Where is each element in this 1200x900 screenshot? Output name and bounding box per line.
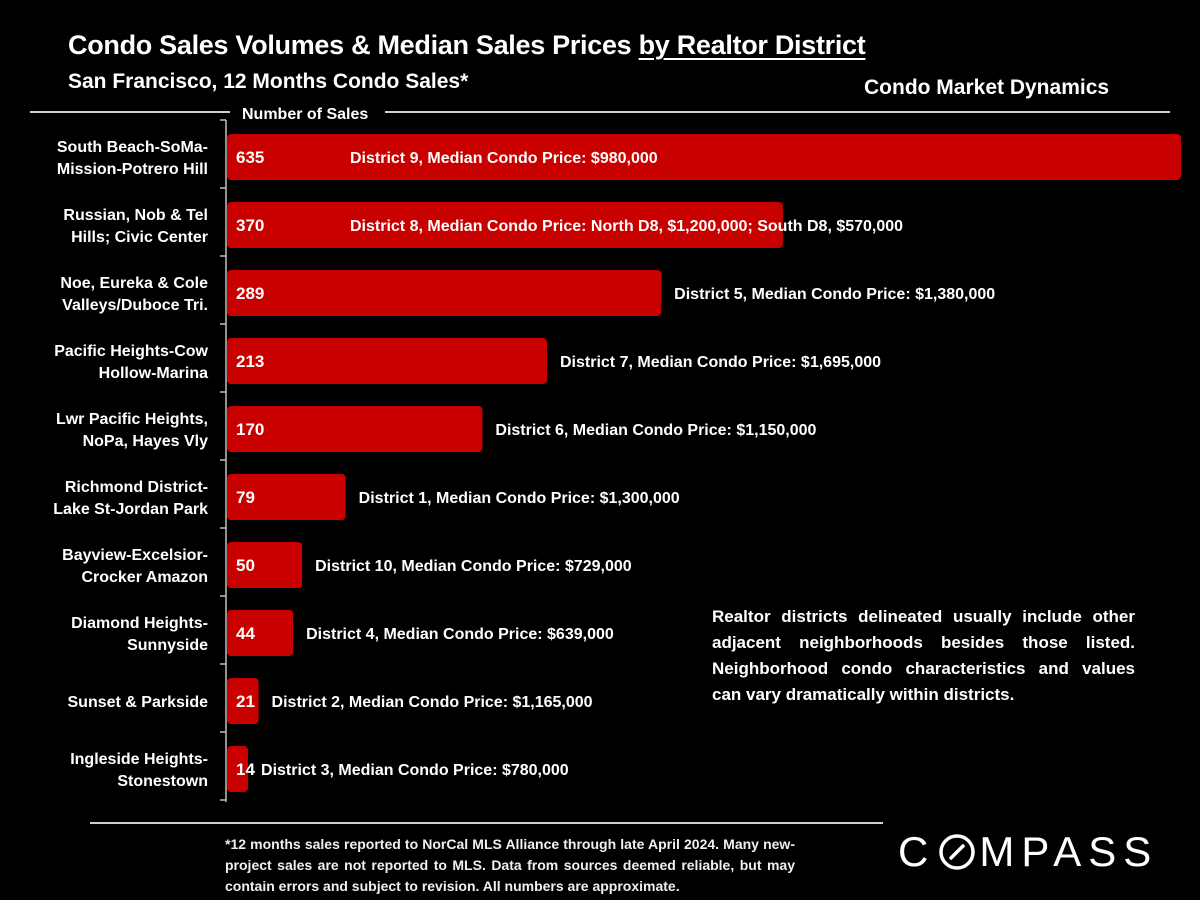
bar-annotation: District 7, Median Condo Price: $1,695,0… bbox=[560, 354, 881, 371]
category-label: Pacific Heights-Cow Hollow-Marina bbox=[54, 343, 208, 382]
bar bbox=[227, 338, 548, 384]
bar-annotation: District 5, Median Condo Price: $1,380,0… bbox=[674, 286, 995, 303]
bar-group: 79 District 1, Median Condo Price: $1,300… bbox=[53, 474, 680, 520]
category-label: Lwr Pacific Heights, NoPa, Hayes Vly bbox=[56, 411, 208, 450]
category-label-line: Crocker Amazon bbox=[81, 569, 208, 586]
bar bbox=[227, 746, 249, 792]
bar-value-label: 370 bbox=[236, 216, 264, 235]
category-label-line: Mission-Potrero Hill bbox=[57, 161, 208, 178]
category-label-line: Stonestown bbox=[117, 773, 208, 790]
bar-annotation: District 8, Median Condo Price: North D8… bbox=[350, 218, 903, 235]
bar bbox=[227, 202, 783, 248]
category-label-line: South Beach-SoMa- bbox=[57, 139, 208, 156]
footnote: *12 months sales reported to NorCal MLS … bbox=[225, 836, 795, 894]
category-label: Sunset & Parkside bbox=[68, 694, 209, 711]
category-label: Diamond Heights- Sunnyside bbox=[71, 615, 208, 654]
category-label: Bayview-Excelsior- Crocker Amazon bbox=[62, 547, 208, 586]
category-label-line: Valleys/Duboce Tri. bbox=[62, 297, 208, 314]
logo-text-right: MPASS bbox=[979, 828, 1159, 875]
bar bbox=[227, 542, 303, 588]
bar bbox=[227, 474, 346, 520]
category-label-line: Hollow-Marina bbox=[99, 365, 208, 382]
bar-annotation: District 1, Median Condo Price: $1,300,0… bbox=[359, 490, 680, 507]
category-label-line: Noe, Eureka & Cole bbox=[60, 275, 208, 292]
category-label-line: Lake St-Jordan Park bbox=[53, 501, 208, 518]
bar-value-label: 50 bbox=[236, 556, 255, 575]
bar-annotation: District 10, Median Condo Price: $729,00… bbox=[315, 558, 632, 575]
bar bbox=[227, 406, 483, 452]
bar-value-label: 14 bbox=[236, 760, 255, 779]
header-rule-right bbox=[385, 111, 1170, 113]
bar-group: 635 District 9, Median Condo Price: $980,… bbox=[57, 134, 1181, 180]
bar-value-label: 44 bbox=[236, 624, 255, 643]
header-rule-left bbox=[30, 111, 230, 113]
bar-annotation: District 4, Median Condo Price: $639,000 bbox=[306, 626, 614, 643]
bar-value-label: 289 bbox=[236, 284, 264, 303]
category-label-line: Diamond Heights- bbox=[71, 615, 208, 632]
category-label-line: NoPa, Hayes Vly bbox=[83, 433, 209, 450]
district-note: Realtor districts delineated usually inc… bbox=[712, 607, 1135, 704]
bar-group: 21 District 2, Median Condo Price: $1,165… bbox=[68, 678, 593, 724]
chart-title: Condo Sales Volumes & Median Sales Price… bbox=[68, 30, 866, 61]
bar-group: 50 District 10, Median Condo Price: $729,… bbox=[62, 542, 632, 588]
category-label: Russian, Nob & Tel Hills; Civic Center bbox=[63, 207, 208, 246]
category-label-line: Sunset & Parkside bbox=[68, 694, 209, 711]
bar-group: 370 District 8, Median Condo Price: North… bbox=[63, 202, 903, 248]
bar-group: 170 District 6, Median Condo Price: $1,15… bbox=[56, 406, 817, 452]
category-label-line: Bayview-Excelsior- bbox=[62, 547, 208, 564]
category-label-line: Ingleside Heights- bbox=[70, 751, 208, 768]
bar-value-label: 79 bbox=[236, 488, 255, 507]
bar-value-label: 635 bbox=[236, 148, 264, 167]
bar-value-label: 21 bbox=[236, 692, 255, 711]
section-label: Condo Market Dynamics bbox=[864, 76, 1110, 99]
bar-group: 289 District 5, Median Condo Price: $1,38… bbox=[60, 270, 995, 316]
bar bbox=[227, 610, 294, 656]
title-underlined: by Realtor District bbox=[638, 30, 866, 60]
bar bbox=[227, 678, 259, 724]
category-label-line: Richmond District- bbox=[65, 479, 208, 496]
category-label-line: Lwr Pacific Heights, bbox=[56, 411, 208, 428]
category-label: Noe, Eureka & Cole Valleys/Duboce Tri. bbox=[60, 275, 208, 314]
category-label-line: Hills; Civic Center bbox=[71, 229, 208, 246]
bar-group: 213 District 7, Median Condo Price: $1,69… bbox=[54, 338, 881, 384]
category-label: Ingleside Heights- Stonestown bbox=[70, 751, 208, 790]
bar-annotation: District 3, Median Condo Price: $780,000 bbox=[261, 762, 569, 779]
bar bbox=[227, 270, 662, 316]
category-label: South Beach-SoMa- Mission-Potrero Hill bbox=[57, 139, 208, 178]
logo-text-left: C bbox=[898, 828, 936, 875]
bar bbox=[227, 134, 1181, 180]
bar-annotation: District 6, Median Condo Price: $1,150,0… bbox=[495, 422, 816, 439]
title-main: Condo Sales Volumes & Median Sales Price… bbox=[68, 30, 639, 60]
category-label-line: Russian, Nob & Tel bbox=[63, 207, 208, 224]
footer-rule bbox=[90, 822, 883, 824]
x-axis-title: Number of Sales bbox=[242, 106, 369, 123]
bar-group: 44 District 4, Median Condo Price: $639,0… bbox=[71, 610, 614, 656]
bar-annotation: District 2, Median Condo Price: $1,165,0… bbox=[272, 694, 593, 711]
category-label-line: Sunnyside bbox=[127, 637, 208, 654]
bar-group: 14 District 3, Median Condo Price: $780,0… bbox=[70, 746, 569, 792]
compass-o-icon bbox=[939, 834, 976, 870]
bar-annotation: District 9, Median Condo Price: $980,000 bbox=[350, 150, 658, 167]
bar-value-label: 170 bbox=[236, 420, 264, 439]
compass-logo: C MPASS bbox=[898, 828, 1158, 876]
bar-value-label: 213 bbox=[236, 352, 264, 371]
chart-subtitle: San Francisco, 12 Months Condo Sales* bbox=[68, 70, 469, 93]
category-label: Richmond District- Lake St-Jordan Park bbox=[53, 479, 208, 518]
category-label-line: Pacific Heights-Cow bbox=[54, 343, 208, 360]
